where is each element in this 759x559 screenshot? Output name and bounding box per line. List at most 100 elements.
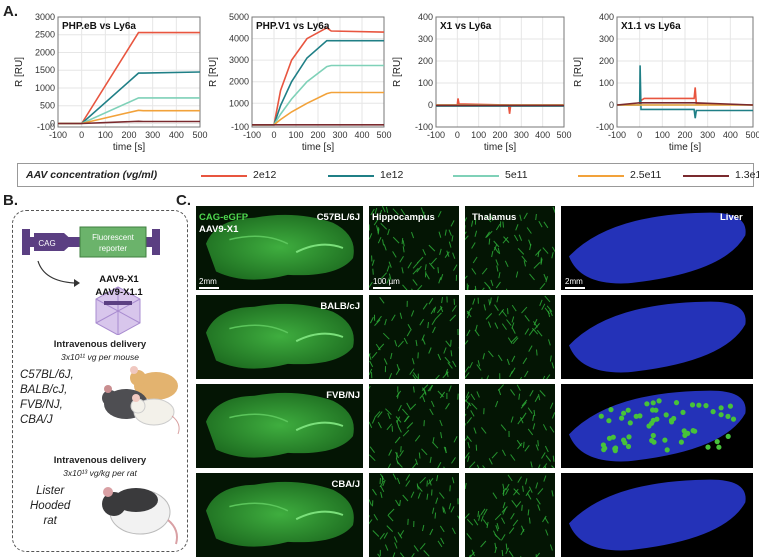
strain-item: FVB/NJ,	[20, 399, 63, 411]
rat-label-line: Hooded	[30, 500, 71, 512]
legend-swatch	[453, 175, 499, 177]
region-section	[369, 206, 459, 290]
y-tick-label: -100	[231, 122, 249, 132]
x-tick-label: 200	[121, 130, 136, 140]
legend-swatch	[578, 175, 624, 177]
y-tick-label: -100	[37, 122, 55, 132]
y-tick-label: 2500	[35, 30, 55, 40]
series-line-1.3e11	[616, 102, 754, 106]
series-line-1e12	[617, 65, 753, 119]
x-tick-label: 400	[169, 130, 184, 140]
itr-right	[152, 229, 160, 255]
delivery-mouse-title: Intravenous delivery	[53, 339, 147, 350]
x-tick-label: 400	[535, 130, 550, 140]
column-head-thalamus: Thalamus	[472, 212, 517, 223]
x-tick-label: 300	[700, 130, 715, 140]
liver-section	[561, 384, 753, 468]
rat-icon	[102, 487, 178, 545]
x-tick-label: 500	[745, 130, 759, 140]
x-tick-label: 300	[332, 130, 347, 140]
liver-section	[561, 206, 753, 290]
y-tick-label: 300	[599, 34, 614, 44]
y-tick-label: -100	[415, 122, 433, 132]
legend-title: AAV concentration (vg/ml)	[26, 169, 158, 181]
methods-box	[12, 210, 188, 552]
promoter-arrow	[64, 233, 74, 251]
curved-arrow	[37, 260, 75, 284]
itr-left	[22, 229, 30, 255]
strain-row-label: BALB/cJ	[320, 301, 360, 312]
x-tick-label: 400	[723, 130, 738, 140]
legend-swatch	[201, 175, 247, 177]
x-tick-label: -100	[608, 130, 626, 140]
chart-title: X1 vs Ly6a	[440, 21, 492, 32]
plot-frame	[435, 16, 565, 128]
delivery-rat-title: Intravenous delivery	[53, 455, 147, 466]
x-tick-label: 500	[556, 130, 571, 140]
y-tick-label: 2000	[229, 77, 249, 87]
y-tick-label: 200	[418, 56, 433, 66]
y-axis-label: R [RU]	[208, 57, 219, 87]
cag-label: CAG	[38, 239, 55, 248]
column-head-hippocampus: Hippocampus	[372, 212, 435, 223]
x-tick-label: 200	[310, 130, 325, 140]
y-axis-label: R [RU]	[392, 57, 403, 87]
x-tick-label: -100	[427, 130, 445, 140]
cag-promoter	[34, 233, 64, 251]
chart-title: PHP.V1 vs Ly6a	[256, 21, 330, 32]
x-tick-label: 0	[271, 130, 276, 140]
region-section	[465, 206, 555, 290]
y-tick-label: 5000	[229, 12, 249, 22]
panel-b-letter: B.	[3, 192, 18, 209]
capsid-label-2: AAV9-X1.1	[95, 287, 143, 298]
arrow-head	[74, 279, 80, 287]
strain-row-label: CBA/J	[331, 479, 360, 490]
x-tick-label: 100	[655, 130, 670, 140]
y-tick-label: 500	[40, 101, 55, 111]
legend-label: 2e12	[253, 169, 277, 181]
y-axis-label: R [RU]	[573, 57, 584, 87]
x-axis-label: time [s]	[302, 142, 334, 153]
brain-section	[196, 206, 363, 290]
y-tick-label: 0	[428, 100, 433, 110]
vector-label: AAV9-X1	[199, 224, 239, 235]
strain-item: C57BL/6J,	[20, 369, 74, 381]
x-tick-label: 300	[145, 130, 160, 140]
brain-section	[196, 384, 363, 468]
strain-item: BALB/cJ,	[20, 384, 68, 396]
x-tick-label: 0	[455, 130, 460, 140]
mouse-strain-list: C57BL/6J, BALB/cJ, FVB/NJ, CBA/J	[20, 368, 74, 428]
y-tick-label: 2000	[35, 47, 55, 57]
y-tick-label: 0	[50, 118, 55, 128]
region-section	[369, 473, 459, 557]
legend-label: 1.3e11	[735, 169, 759, 181]
x-axis-label: time [s]	[669, 142, 701, 153]
region-section	[369, 384, 459, 468]
y-tick-label: 3000	[229, 55, 249, 65]
x-tick-label: 200	[492, 130, 507, 140]
column-head-liver: Liver	[720, 212, 743, 223]
y-tick-label: 200	[599, 56, 614, 66]
legend-swatch	[328, 175, 374, 177]
chart-title: PHP.eB vs Ly6a	[62, 21, 136, 32]
plot-frame	[616, 16, 754, 128]
panel-a-letter: A.	[3, 3, 18, 20]
x-tick-label: 0	[79, 130, 84, 140]
y-tick-label: 0	[609, 100, 614, 110]
brain-section	[196, 295, 363, 379]
reporter-label-2: reporter	[99, 244, 127, 253]
reporter-gene	[79, 226, 147, 258]
panel-c-letter: C.	[176, 192, 191, 209]
scale-bar	[373, 287, 391, 289]
x-tick-label: 100	[98, 130, 113, 140]
x-tick-label: 0	[637, 130, 642, 140]
scale-bar-label: 100 µm	[373, 277, 400, 286]
strain-row-label: FVB/NJ	[326, 390, 360, 401]
x-tick-label: 300	[514, 130, 529, 140]
region-section	[369, 295, 459, 379]
x-tick-label: 100	[288, 130, 303, 140]
y-tick-label: 100	[418, 78, 433, 88]
x-tick-label: -100	[243, 130, 261, 140]
concentration-legend: AAV concentration (vg/ml) 2e12 1e12 5e11 2.…	[17, 163, 759, 187]
